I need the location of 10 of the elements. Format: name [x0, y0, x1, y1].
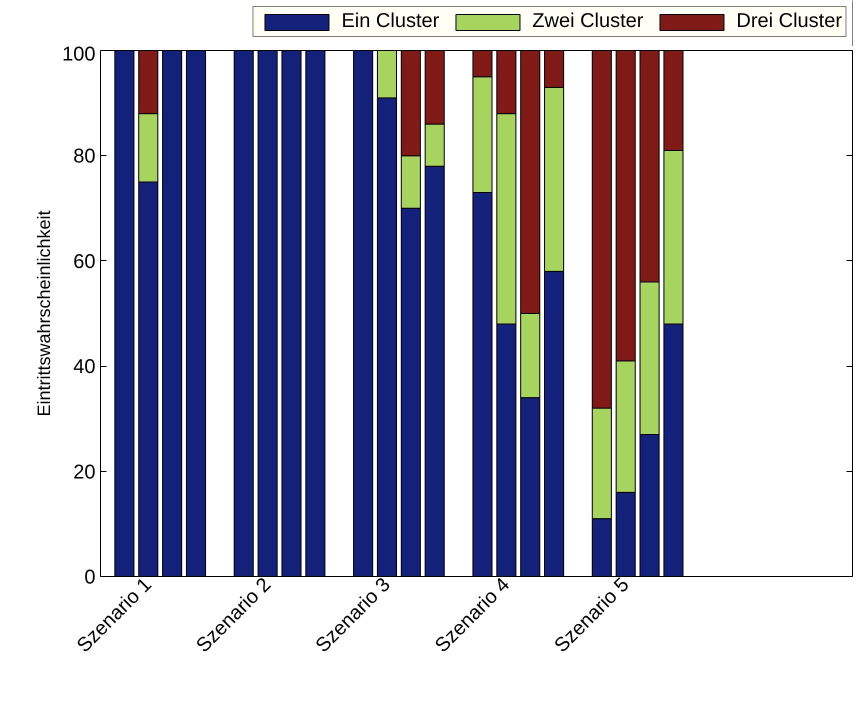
y-tick-label: 0 — [84, 566, 96, 588]
y-tick-label: 100 — [62, 44, 96, 66]
legend-label: Zwei Cluster — [532, 10, 644, 33]
legend-label: Drei Cluster — [736, 10, 842, 33]
y-tick-label: 20 — [73, 461, 96, 484]
y-tick-label: 60 — [73, 250, 96, 273]
y-axis-title: Eintrittswahrscheinlichkeit — [34, 210, 54, 417]
y-tick-label: 80 — [73, 146, 96, 168]
y-tick-label: 40 — [73, 356, 96, 378]
legend-label: Ein Cluster — [341, 10, 440, 33]
